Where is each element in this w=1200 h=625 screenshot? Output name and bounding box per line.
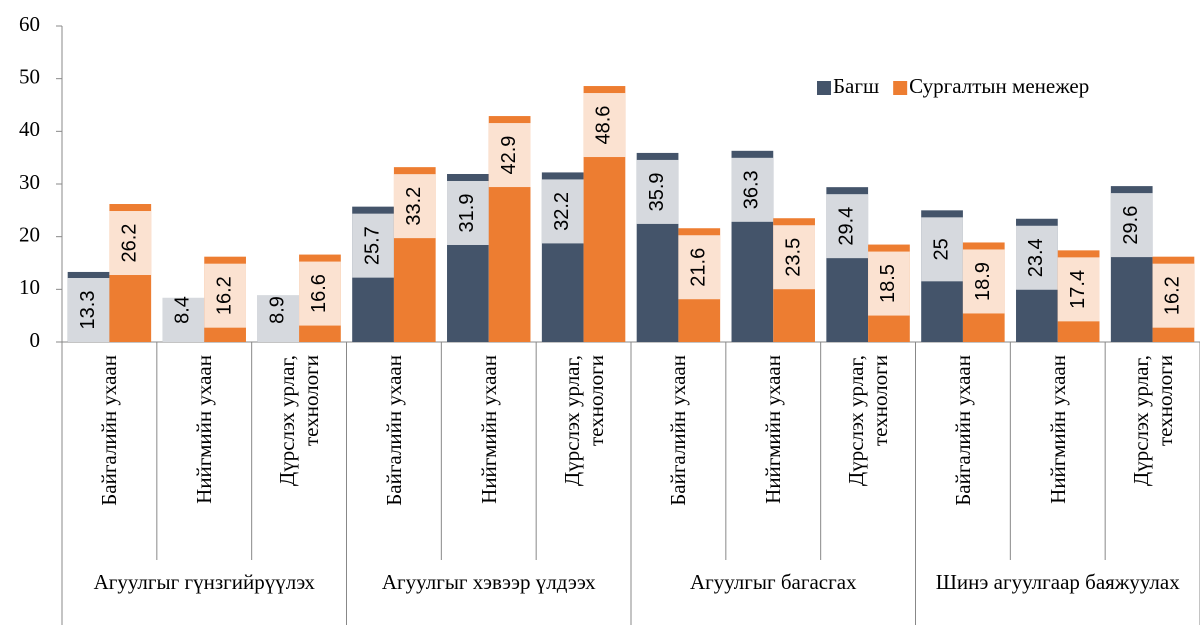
value-label: 16.2	[213, 276, 235, 315]
value-label-box	[447, 180, 489, 245]
value-label: 8.9	[267, 296, 289, 324]
x-tick-label: Дүрслэх урлаг, технологи	[843, 355, 893, 487]
value-label-box	[731, 157, 774, 222]
value-label-box	[678, 235, 721, 300]
y-tick-label: 40	[19, 117, 40, 141]
value-label-box	[583, 93, 626, 158]
x-tick-label: Дүрслэх урлаг, технологи	[274, 355, 324, 487]
value-label: 17.4	[1067, 270, 1089, 309]
value-label-box	[162, 278, 205, 342]
value-label-box	[636, 159, 679, 224]
value-label-box	[541, 179, 584, 244]
value-label: 23.4	[1025, 238, 1047, 277]
x-tick-label: Нийгмийн ухаан	[1045, 355, 1070, 504]
value-label-box	[1110, 193, 1153, 258]
value-label: 48.6	[593, 106, 615, 145]
value-label-box	[1057, 257, 1100, 322]
y-tick-label: 0	[30, 328, 41, 352]
value-label: 16.2	[1162, 276, 1184, 315]
value-label-box	[962, 249, 1005, 314]
x-tick-label: Нийгмийн ухаан	[476, 355, 501, 504]
value-label: 18.9	[972, 262, 994, 301]
value-label-box	[204, 263, 246, 328]
value-label: 13.3	[77, 291, 99, 330]
value-label: 23.5	[782, 238, 804, 277]
legend-swatch	[893, 81, 908, 95]
value-label: 29.4	[836, 207, 858, 246]
value-label: 25.7	[361, 226, 383, 265]
value-label-box	[921, 217, 963, 282]
value-label-box	[257, 278, 300, 342]
value-label: 35.9	[646, 172, 668, 211]
value-label: 29.6	[1120, 206, 1142, 245]
y-tick-label: 10	[19, 275, 40, 299]
value-label-box	[67, 278, 110, 342]
legend-swatch	[817, 81, 831, 95]
x-tick-label: Нийгмийн ухаан	[192, 355, 217, 504]
x-tick-label: Нийгмийн ухаан	[761, 355, 786, 504]
value-label-box	[826, 194, 869, 259]
legend-label: Багш	[833, 74, 879, 98]
value-label: 32.2	[551, 192, 573, 231]
value-label: 8.4	[172, 296, 194, 324]
x-tick-label: Дүрслэх урлаг, технологи	[1128, 355, 1177, 487]
value-label: 26.2	[119, 224, 141, 263]
x-tick-label: Байгалийн ухаан	[950, 355, 975, 506]
group-label: Шинэ агуулгаар баяжуулах	[935, 570, 1180, 594]
group-label: Агуулгыг хэвээр үлдээх	[381, 570, 596, 594]
legend-label: Сургалтын менежер	[909, 74, 1089, 98]
value-label: 21.6	[688, 248, 710, 287]
value-label-box	[299, 261, 341, 326]
x-tick-label: Байгалийн ухаан	[381, 355, 406, 506]
y-tick-label: 30	[19, 170, 40, 194]
value-label: 25	[930, 238, 952, 260]
group-label: Агуулгыг багасгах	[689, 570, 857, 594]
y-tick-label: 50	[19, 64, 40, 88]
x-tick-label: Байгалийн ухаан	[97, 355, 122, 506]
value-label-box	[352, 213, 394, 278]
value-label: 31.9	[456, 194, 478, 233]
value-label-box	[488, 123, 531, 188]
value-label-box	[393, 174, 436, 239]
value-label-box	[1152, 263, 1195, 328]
y-tick-label: 20	[19, 222, 40, 246]
value-label: 36.3	[741, 170, 763, 209]
value-label-box	[773, 225, 815, 290]
y-tick-label: 60	[19, 12, 40, 36]
value-label: 18.5	[877, 264, 899, 303]
value-label-box	[1016, 225, 1058, 290]
value-label-box	[868, 251, 910, 316]
value-label-box	[109, 211, 152, 276]
group-label: Агуулгыг гүнзгийрүүлэх	[93, 570, 315, 594]
x-tick-label: Байгалийн ухаан	[666, 355, 691, 506]
value-label: 33.2	[403, 187, 425, 226]
x-tick-label: Дүрслэх урлаг, технологи	[559, 355, 608, 487]
value-label: 16.6	[308, 274, 330, 313]
value-label: 42.9	[498, 136, 520, 175]
